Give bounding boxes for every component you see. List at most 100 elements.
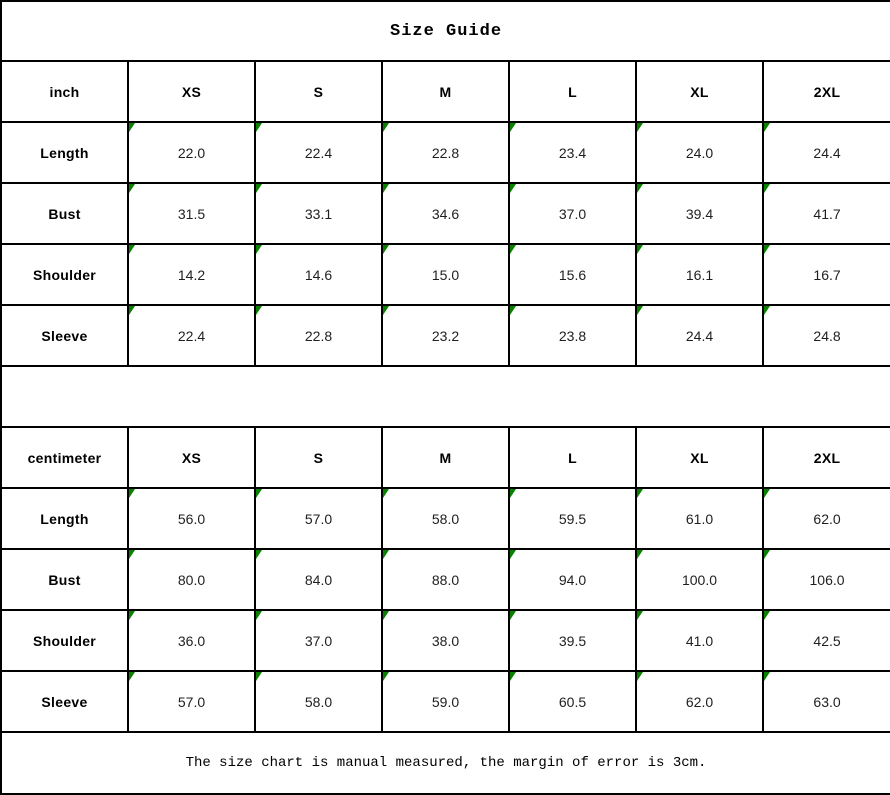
cell-corner-marker-icon [130, 490, 135, 498]
cell-value: 14.2 [177, 266, 206, 283]
cell-corner-marker-icon [384, 124, 389, 132]
size-value-cell: 39.4 [635, 182, 764, 245]
cell-value: 16.1 [685, 266, 714, 283]
cell-corner-marker-icon [765, 551, 770, 559]
cell-value: 23.4 [558, 144, 587, 161]
size-header-s: S [254, 60, 383, 123]
cell-corner-marker-icon [765, 185, 770, 193]
size-value-cell: 42.5 [761, 609, 890, 672]
cell-corner-marker-icon [511, 124, 516, 132]
cell-value: 14.6 [304, 266, 333, 283]
inch-bust-row: Bust 31.5 33.1 34.6 37.0 39.4 41.7 [0, 182, 890, 245]
cell-corner-marker-icon [257, 490, 262, 498]
size-value-cell: 88.0 [381, 548, 510, 611]
cell-value: 56.0 [177, 510, 206, 527]
cell-corner-marker-icon [130, 673, 135, 681]
size-value-cell: 24.4 [761, 121, 890, 184]
size-value-cell: 14.6 [254, 243, 383, 306]
inch-sleeve-row: Sleeve 22.4 22.8 23.2 23.8 24.4 24.8 [0, 304, 890, 367]
size-header-m: M [381, 426, 510, 489]
size-value-cell: 15.6 [508, 243, 637, 306]
size-value-cell: 22.4 [254, 121, 383, 184]
measure-label-shoulder: Shoulder [0, 609, 129, 672]
cell-value: 63.0 [813, 693, 841, 710]
size-value-cell: 15.0 [381, 243, 510, 306]
size-value-cell: 22.8 [254, 304, 383, 367]
size-value-cell: 38.0 [381, 609, 510, 672]
size-value-cell: 80.0 [127, 548, 256, 611]
cell-value: 39.4 [685, 205, 714, 222]
cell-value: 41.0 [685, 632, 714, 649]
size-header-xl: XL [635, 60, 764, 123]
cell-corner-marker-icon [384, 490, 389, 498]
measure-label-sleeve: Sleeve [0, 670, 129, 733]
cell-value: 38.0 [431, 632, 460, 649]
cell-value: 61.0 [685, 510, 714, 527]
inch-length-row: Length 22.0 22.4 22.8 23.4 24.0 24.4 [0, 121, 890, 184]
measure-label-length: Length [0, 487, 129, 550]
cell-corner-marker-icon [130, 612, 135, 620]
measure-label-length: Length [0, 121, 129, 184]
cell-corner-marker-icon [638, 185, 643, 193]
cell-corner-marker-icon [384, 246, 389, 254]
cell-value: 24.4 [685, 327, 714, 344]
cell-corner-marker-icon [638, 673, 643, 681]
cell-corner-marker-icon [130, 124, 135, 132]
size-value-cell: 61.0 [635, 487, 764, 550]
size-value-cell: 14.2 [127, 243, 256, 306]
cell-value: 57.0 [177, 693, 206, 710]
cell-value: 24.0 [685, 144, 714, 161]
size-value-cell: 58.0 [381, 487, 510, 550]
size-value-cell: 62.0 [635, 670, 764, 733]
measure-label-bust: Bust [0, 548, 129, 611]
size-value-cell: 23.2 [381, 304, 510, 367]
cell-corner-marker-icon [638, 490, 643, 498]
cell-value: 100.0 [681, 571, 718, 588]
cell-value: 22.8 [431, 144, 460, 161]
size-value-cell: 41.7 [761, 182, 890, 245]
cell-corner-marker-icon [765, 124, 770, 132]
cell-value: 22.4 [177, 327, 206, 344]
cell-corner-marker-icon [765, 246, 770, 254]
cell-value: 33.1 [304, 205, 333, 222]
measure-label-sleeve: Sleeve [0, 304, 129, 367]
cell-value: 106.0 [809, 571, 845, 588]
spacer-cell [0, 365, 890, 428]
size-header-xs: XS [127, 60, 256, 123]
size-header-s: S [254, 426, 383, 489]
cell-corner-marker-icon [638, 124, 643, 132]
cell-value: 58.0 [431, 510, 460, 527]
cell-value: 31.5 [177, 205, 206, 222]
size-value-cell: 22.8 [381, 121, 510, 184]
cell-corner-marker-icon [257, 551, 262, 559]
cell-value: 24.4 [813, 144, 841, 161]
page-title: Size Guide [0, 0, 890, 62]
cell-value: 36.0 [177, 632, 206, 649]
cell-value: 57.0 [304, 510, 333, 527]
cell-corner-marker-icon [511, 490, 516, 498]
cell-corner-marker-icon [638, 551, 643, 559]
table-spacer-row [0, 365, 890, 428]
cell-corner-marker-icon [765, 612, 770, 620]
cell-value: 37.0 [558, 205, 587, 222]
measurement-note: The size chart is manual measured, the m… [0, 731, 890, 795]
size-value-cell: 94.0 [508, 548, 637, 611]
size-value-cell: 23.8 [508, 304, 637, 367]
cm-sleeve-row: Sleeve 57.0 58.0 59.0 60.5 62.0 63.0 [0, 670, 890, 733]
cm-bust-row: Bust 80.0 84.0 88.0 94.0 100.0 106.0 [0, 548, 890, 611]
size-value-cell: 37.0 [508, 182, 637, 245]
size-value-cell: 22.4 [127, 304, 256, 367]
cell-value: 22.8 [304, 327, 333, 344]
cell-corner-marker-icon [511, 307, 516, 315]
cell-value: 62.0 [685, 693, 714, 710]
size-value-cell: 84.0 [254, 548, 383, 611]
cell-corner-marker-icon [257, 246, 262, 254]
size-value-cell: 34.6 [381, 182, 510, 245]
size-value-cell: 63.0 [761, 670, 890, 733]
cell-value: 59.5 [558, 510, 587, 527]
cell-value: 80.0 [177, 571, 206, 588]
size-value-cell: 56.0 [127, 487, 256, 550]
size-value-cell: 39.5 [508, 609, 637, 672]
